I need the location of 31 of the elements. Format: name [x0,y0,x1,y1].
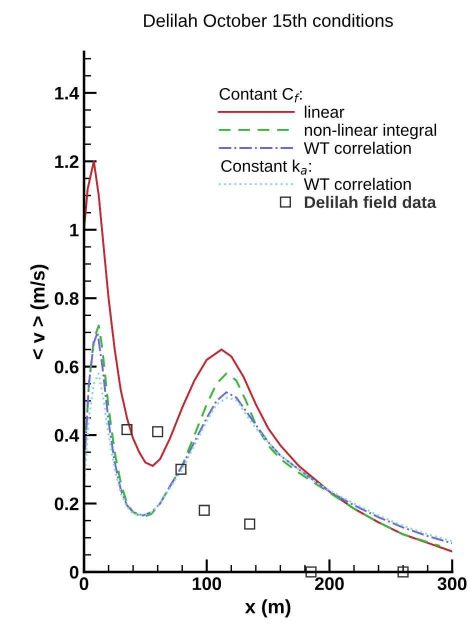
line-series [84,372,452,542]
legend-label: WT correlation [304,178,411,190]
point [305,566,317,578]
y-axis-title: < v > (m/s) [30,264,48,360]
y-tick-label: 1.4 [55,87,80,100]
point [244,518,256,530]
y-tick-label: 0.2 [54,497,78,510]
x-tick-label: 0 [80,577,88,590]
point [121,424,133,436]
chart-title: Delilah October 15th conditions [144,14,393,27]
legend-label: WT correlation [304,142,411,154]
y-tick-label: 1.2 [55,155,78,168]
x-tick-label: 200 [315,577,344,590]
point [198,504,210,516]
y-tick-label: 0.8 [54,292,79,305]
y-tick-label: 0.6 [54,360,79,374]
point [152,426,164,438]
y-tick-label: 0.4 [54,429,80,442]
y-tick-label: 1 [70,224,79,236]
line-series [84,160,452,552]
annotation: Constant k$_{a}$: [221,160,311,175]
point [175,464,187,475]
legend-label: linear [304,106,344,118]
x-tick-label: 300 [438,577,466,590]
legend-title: Contant C$_{f}$: [220,88,302,102]
x-tick-label: 100 [192,577,222,590]
legend-label: non-linear integral [304,124,436,140]
point [398,566,409,578]
x-axis-title: x (m) [245,599,290,618]
legend-label: Delilah field data [304,196,436,208]
y-tick-label: 0 [70,566,78,579]
